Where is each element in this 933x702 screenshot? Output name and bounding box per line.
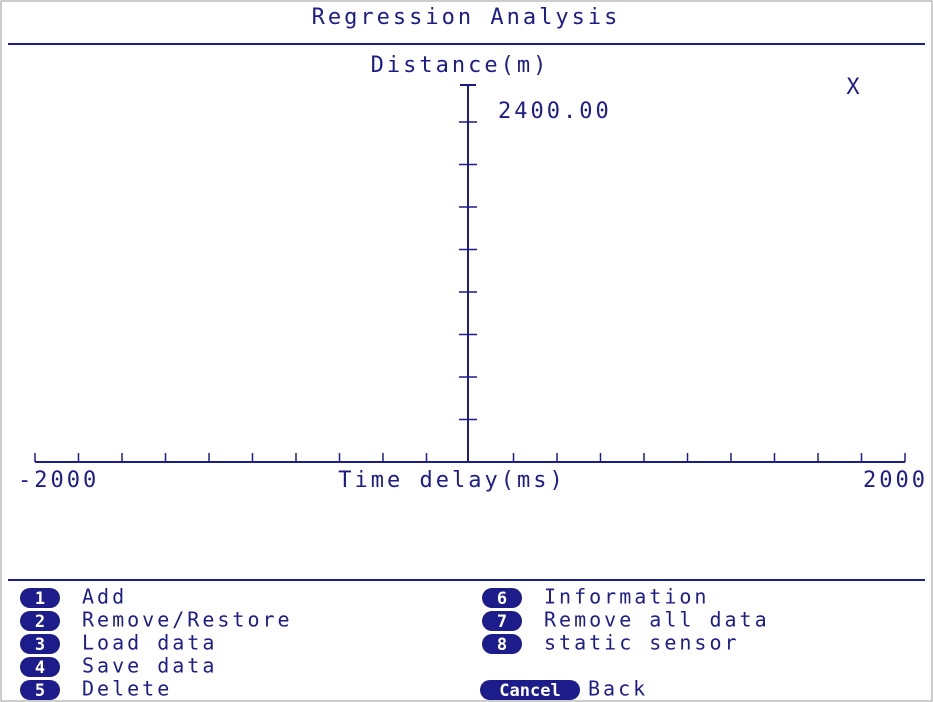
key-badge <box>480 680 580 700</box>
x-tick-label: -2000 <box>18 468 99 493</box>
key-number: 2 <box>35 612 45 632</box>
key-badge <box>20 611 60 631</box>
cursor: X <box>846 75 860 100</box>
key-badge <box>20 588 60 608</box>
menu-label: Add <box>82 585 127 609</box>
key-number: 7 <box>497 612 507 632</box>
key-badge <box>20 680 60 700</box>
title: Regression Analysis <box>312 5 621 30</box>
key-badge <box>20 657 60 677</box>
key-number: 8 <box>497 635 507 655</box>
menu-label: Remove all data <box>544 608 770 632</box>
y-tick-label: 2400.00 <box>498 99 612 124</box>
key-number: 6 <box>497 589 507 609</box>
key-number: 4 <box>35 658 45 678</box>
menu-label: Delete <box>82 677 172 701</box>
menu-label: Load data <box>82 631 217 655</box>
x-tick-label: 2000 <box>863 468 928 493</box>
x-axis-label: Time delay(ms) <box>338 468 565 493</box>
key-badge <box>482 588 522 608</box>
key-badge <box>482 611 522 631</box>
key-number: Cancel <box>499 681 560 701</box>
key-number: 3 <box>35 635 45 655</box>
y-axis-label: Distance(m) <box>371 53 550 78</box>
key-badge <box>20 634 60 654</box>
menu-label: Back <box>588 677 648 701</box>
menu-label: Remove/Restore <box>82 608 293 632</box>
menu-label: static sensor <box>544 631 740 655</box>
key-number: 1 <box>35 589 45 609</box>
key-number: 5 <box>35 681 45 701</box>
menu-label: Save data <box>82 654 217 678</box>
key-badge <box>482 634 522 654</box>
menu-label: Information <box>544 585 709 609</box>
